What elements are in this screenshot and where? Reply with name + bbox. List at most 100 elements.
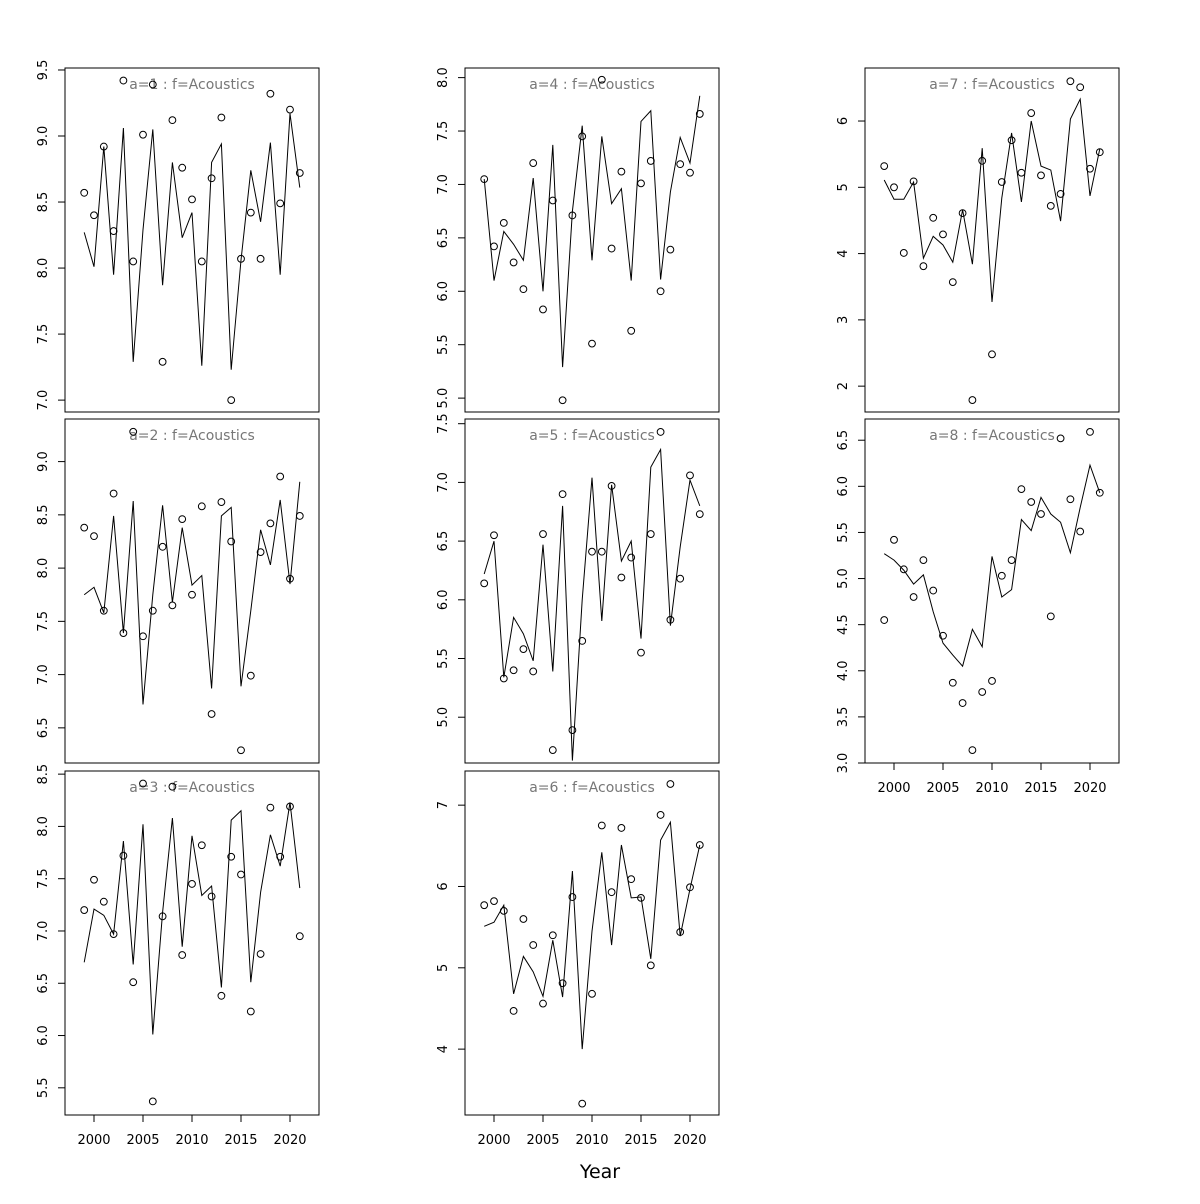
data-point xyxy=(948,678,957,687)
data-point xyxy=(627,875,636,884)
x-tick-label: 2015 xyxy=(624,1133,657,1148)
data-point xyxy=(997,178,1006,186)
y-tick-label: 4 xyxy=(836,249,851,257)
data-point xyxy=(1086,428,1094,436)
y-tick-label: 6.5 xyxy=(36,718,51,739)
data-point xyxy=(227,852,236,861)
data-point xyxy=(988,350,996,359)
plot-frame xyxy=(464,67,720,413)
y-tick-label: 7.5 xyxy=(36,611,51,632)
panel-title: a=5 : f=Acoustics xyxy=(529,428,655,444)
data-point xyxy=(617,824,626,832)
data-point xyxy=(899,565,908,574)
data-point xyxy=(597,547,606,556)
x-tick-label: 2000 xyxy=(877,781,910,796)
y-tick-label: 7.5 xyxy=(436,121,451,142)
x-tick-label: 2005 xyxy=(926,781,959,796)
y-tick-label: 7.5 xyxy=(36,868,51,889)
data-point xyxy=(207,892,216,901)
data-point xyxy=(90,211,98,220)
data-point xyxy=(1076,83,1085,92)
data-point xyxy=(1027,498,1036,506)
data-point xyxy=(168,116,177,125)
data-point xyxy=(1095,488,1104,497)
data-point xyxy=(578,132,587,141)
panel-title: a=7 : f=Acoustics xyxy=(929,77,1055,93)
x-tick-label: 2015 xyxy=(1024,781,1057,796)
data-point xyxy=(997,571,1006,580)
data-point xyxy=(519,645,528,654)
data-point xyxy=(197,841,206,850)
x-tick-label: 2010 xyxy=(175,1133,208,1148)
data-point xyxy=(158,357,167,366)
data-point xyxy=(227,537,236,546)
data-point xyxy=(168,601,177,610)
y-tick-label: 6.5 xyxy=(36,973,51,994)
data-point xyxy=(656,428,665,436)
data-point xyxy=(1007,136,1016,145)
y-tick-label: 5.5 xyxy=(436,648,451,669)
data-point xyxy=(139,779,147,788)
data-point xyxy=(646,961,655,970)
data-point xyxy=(539,305,547,314)
data-point xyxy=(129,427,138,436)
y-tick-label: 2 xyxy=(836,382,851,390)
data-point xyxy=(939,631,947,640)
y-tick-label: 7.0 xyxy=(436,174,451,195)
fit-line xyxy=(83,113,301,370)
data-point xyxy=(148,606,157,615)
y-tick-label: 5.0 xyxy=(436,707,451,728)
data-point xyxy=(509,258,518,267)
data-point xyxy=(617,167,626,176)
data-point xyxy=(890,535,898,544)
y-tick-label: 4 xyxy=(436,1045,451,1053)
data-point xyxy=(158,542,167,551)
panel-title: a=1 : f=Acoustics xyxy=(129,77,255,93)
data-point xyxy=(188,880,196,888)
data-point xyxy=(266,519,275,528)
data-point xyxy=(637,648,645,657)
data-point xyxy=(168,782,177,791)
y-tick-label: 8.5 xyxy=(36,764,51,785)
data-point xyxy=(480,579,489,588)
data-point xyxy=(656,287,665,296)
data-point xyxy=(978,688,987,696)
data-point xyxy=(217,991,226,1000)
data-point xyxy=(197,257,206,266)
y-tick-label: 5 xyxy=(436,964,451,972)
data-point xyxy=(1056,190,1065,198)
x-tick-label: 2010 xyxy=(975,781,1008,796)
data-point xyxy=(695,841,704,849)
data-point xyxy=(939,230,947,239)
data-point xyxy=(539,999,547,1008)
y-tick-label: 4.5 xyxy=(836,614,851,635)
fit-line xyxy=(483,95,701,368)
data-point xyxy=(99,606,108,615)
data-point xyxy=(568,893,577,901)
y-tick-label: 6 xyxy=(836,117,851,125)
panel-title: a=2 : f=Acoustics xyxy=(129,428,255,444)
plot-frame xyxy=(864,67,1120,413)
panel-title: a=8 : f=Acoustics xyxy=(929,428,1055,444)
y-tick-label: 5.0 xyxy=(436,388,451,409)
y-tick-label: 8.0 xyxy=(36,816,51,837)
x-tick-label: 2020 xyxy=(1073,781,1106,796)
data-point xyxy=(1076,527,1085,536)
data-point xyxy=(197,502,206,511)
y-tick-label: 7.5 xyxy=(436,413,451,434)
data-point xyxy=(178,951,187,959)
data-point xyxy=(80,188,89,197)
fit-line xyxy=(483,447,701,761)
y-tick-label: 5.5 xyxy=(436,334,451,355)
data-point xyxy=(968,746,977,754)
data-point xyxy=(627,326,636,335)
data-point xyxy=(246,208,255,217)
data-point xyxy=(909,593,918,601)
data-point xyxy=(880,162,889,170)
data-point xyxy=(139,632,147,641)
data-point xyxy=(188,590,196,599)
data-point xyxy=(480,901,489,910)
data-point xyxy=(1066,495,1075,504)
data-point xyxy=(178,515,187,524)
